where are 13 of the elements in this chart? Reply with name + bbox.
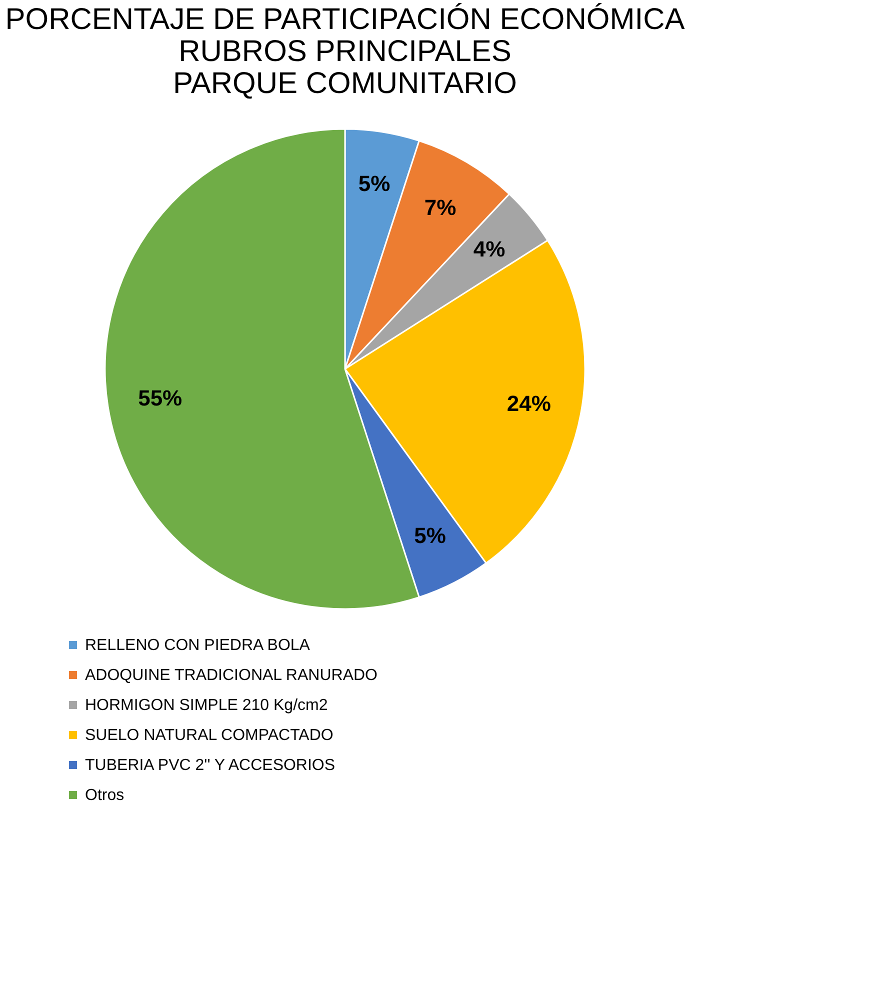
data-label: 5% [414,522,446,548]
legend-label: ADOQUINE TRADICIONAL RANURADO [85,667,378,684]
legend-label: HORMIGON SIMPLE 210 Kg/cm2 [85,697,328,714]
data-label: 7% [424,194,456,220]
chart-title: PORCENTAJE DE PARTICIPACIÓN ECONÓMICA RUBROS PRINCIPALES PARQUE COMUNITARIO [5,2,685,100]
legend-label: Otros [85,787,124,804]
data-label: 24% [506,391,551,416]
data-label: 4% [473,236,506,262]
data-label: 5% [358,171,390,196]
legend-label: SUELO NATURAL COMPACTADO [85,727,334,744]
legend-label: TUBERIA PVC 2'' Y ACCESORIOS [85,757,336,774]
legend-label: RELLENO CON PIEDRA BOLA [85,637,310,654]
data-label: 55% [138,385,182,410]
